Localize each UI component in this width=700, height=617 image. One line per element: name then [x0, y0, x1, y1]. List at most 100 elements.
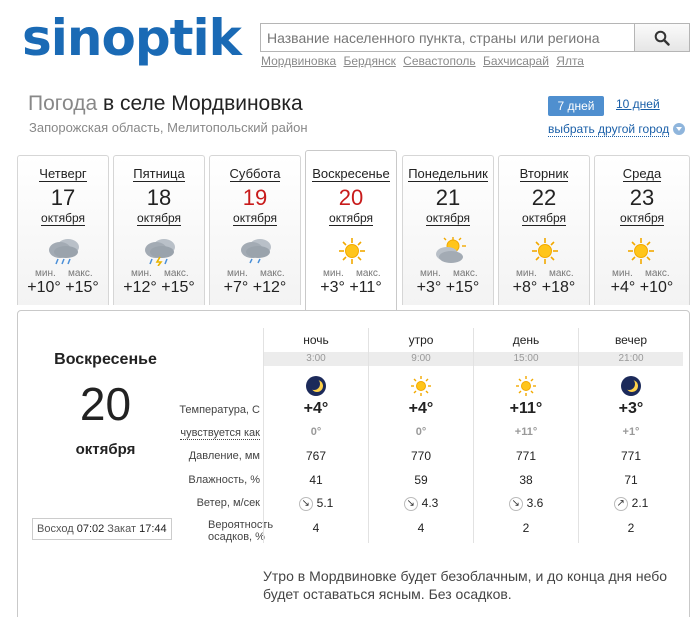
min-temp: +12° [123, 279, 157, 296]
max-temp: +12° [252, 279, 287, 296]
logo-text: sinoptik [22, 9, 242, 67]
wind-value: 2.1 [631, 496, 649, 510]
search-bar [260, 23, 690, 52]
day-name: Воскресенье [312, 166, 390, 182]
recent-city-link[interactable]: Бердянск [343, 54, 396, 68]
humidity-value: 59 [414, 473, 428, 487]
cloud-rain-icon [49, 239, 79, 265]
temperature-value: +4° [303, 400, 329, 417]
day-name: Пятница [133, 166, 185, 182]
day-name: Среда [622, 166, 662, 182]
day-month: октября [620, 211, 664, 226]
temperature-value: +11° [509, 400, 543, 417]
max-temp: +10° [639, 279, 674, 296]
sun-icon [339, 238, 365, 264]
min-temp: +3° [320, 279, 345, 296]
moon-icon [306, 376, 326, 396]
sinoptik-logo[interactable]: sinoptik [22, 10, 247, 70]
day-detail-panel: Воскресенье 20 октября Восход 07:02 Зака… [17, 310, 690, 617]
recent-city-link[interactable]: Мордвиновка [261, 54, 337, 68]
temperature-value: +3° [618, 400, 644, 417]
min-temp: +3° [416, 279, 442, 296]
feels-like-value: 0° [415, 426, 427, 438]
sun-icon [628, 238, 654, 264]
search-icon [654, 30, 670, 46]
min-label: мин. [35, 268, 56, 279]
humidity-value: 41 [309, 473, 323, 487]
precip-probability-value: 4 [417, 521, 425, 535]
period-time: 9:00 [369, 352, 473, 366]
probability-label-line2: осадков, % [208, 531, 265, 543]
day-tab[interactable]: Понедельник 21 октября мин. макс. +3° +1… [402, 155, 494, 305]
day-tab[interactable]: Суббота 19 октября мин. макс. +7° +12° [209, 155, 301, 305]
feels-like-value: 0° [310, 426, 322, 438]
max-temp: +18° [541, 279, 576, 296]
day-tab[interactable]: Вторник 22 октября мин. макс. +8° +18° [498, 155, 590, 305]
min-label: мин. [516, 268, 537, 279]
day-number: 22 [531, 185, 557, 210]
precip-probability-value: 4 [312, 521, 320, 535]
min-temp: +7° [223, 279, 249, 296]
wind-value: 5.1 [316, 496, 334, 510]
detail-day-number: 20 [79, 378, 132, 430]
tab-7-days[interactable]: 7 дней [548, 96, 604, 116]
wind-label: Ветер, м/сек [196, 497, 260, 509]
probability-label-line1: Вероятность [208, 519, 274, 531]
period-name: день [512, 333, 540, 347]
temperature-label: Температура, С [179, 404, 260, 416]
day-name: Четверг [39, 166, 87, 182]
search-button[interactable] [634, 23, 690, 52]
search-input[interactable] [260, 23, 635, 52]
period-column: вечер 21:00 +3° +1° 771 71 ↗ 2.1 2 [578, 328, 683, 543]
wind-direction-icon: ↘ [298, 496, 313, 511]
day-number: 21 [435, 185, 461, 210]
recent-city-link[interactable]: Севастополь [403, 54, 476, 68]
max-label: макс. [453, 268, 478, 279]
sunset-label: Закат [107, 523, 137, 535]
detail-month: октября [75, 441, 136, 458]
page-title: Погода в селе Мордвиновка [28, 92, 303, 116]
recent-cities: Мордвиновка Бердянск Севастополь Бахчиса… [261, 54, 588, 68]
day-tab[interactable]: Четверг 17 октября мин. макс. +10° +15° [17, 155, 109, 305]
precip-probability-value: 2 [522, 521, 530, 535]
min-label: мин. [131, 268, 152, 279]
pressure-label: Давление, мм [188, 450, 260, 462]
chevron-down-icon[interactable] [673, 123, 685, 135]
choose-other-city-link[interactable]: выбрать другой город [548, 122, 670, 137]
tab-10-days[interactable]: 10 дней [616, 97, 660, 111]
day-month: октября [41, 211, 85, 226]
period-column: ночь 3:00 +4° 0° 767 41 ↘ 5.1 4 [263, 328, 368, 543]
region-subtitle: Запорожская область, Мелитопольский райо… [29, 120, 308, 135]
hourly-grid: ночь 3:00 +4° 0° 767 41 ↘ 5.1 4 утро 9:00 [263, 328, 683, 543]
period-time: 21:00 [579, 352, 683, 366]
min-temp: +4° [610, 279, 636, 296]
day-month: октября [426, 211, 470, 226]
title-place: в селе Мордвиновка [102, 92, 303, 115]
sunrise-label: Восход [37, 523, 74, 535]
wind-direction-icon: ↘ [508, 496, 523, 511]
sun-icon [532, 238, 558, 264]
max-label: макс. [356, 268, 381, 279]
sun-icon [516, 376, 536, 396]
period-time: 3:00 [264, 352, 368, 366]
day-tab[interactable]: Пятница 18 октября мин. макс. +12° +15° [113, 155, 205, 305]
day-month: октября [522, 211, 566, 226]
feels-like-label[interactable]: чувствуется как [180, 427, 260, 440]
humidity-label: Влажность, % [188, 474, 260, 486]
recent-city-link[interactable]: Бахчисарай [482, 54, 549, 68]
detail-day-name: Воскресенье [54, 351, 157, 368]
sun-cloud-icon [436, 237, 466, 263]
max-label: макс. [68, 268, 93, 279]
day-number: 20 [338, 185, 364, 210]
day-tab[interactable]: Среда 23 октября мин. макс. +4° +10° [594, 155, 690, 305]
cloud-rain-icon [241, 239, 271, 264]
max-temp: +15° [445, 279, 480, 296]
recent-city-link[interactable]: Ялта [556, 54, 584, 68]
max-label: макс. [645, 268, 670, 279]
precip-probability-value: 2 [627, 521, 635, 535]
period-column: утро 9:00 +4° 0° 770 59 ↘ 4.3 4 [368, 328, 473, 543]
sun-icon [411, 376, 431, 396]
max-temp: +15° [65, 279, 99, 296]
moon-icon [621, 376, 641, 396]
day-tab-active[interactable]: Воскресенье 20 октября мин. макс. +3° +1… [305, 150, 397, 310]
